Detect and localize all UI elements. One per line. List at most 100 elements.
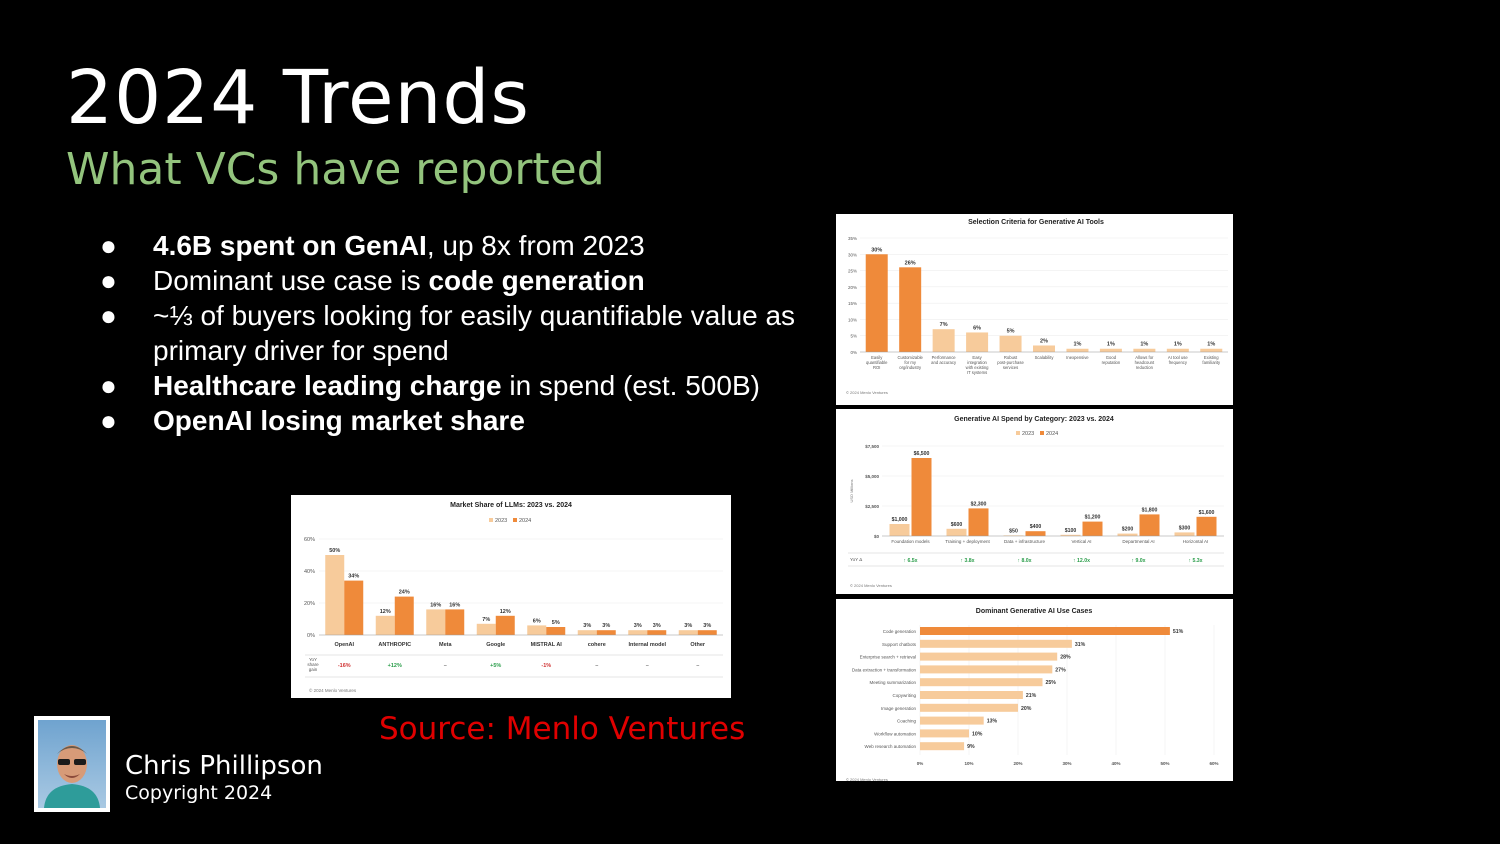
x-tick-label: post-purchase (997, 360, 1024, 365)
data-label: 1% (1073, 342, 1081, 348)
data-label: 2% (1040, 338, 1048, 344)
data-label: 24% (399, 590, 410, 596)
y-tick-label: 25% (848, 269, 857, 274)
data-label: $300 (1179, 525, 1191, 531)
author-name: Chris Phillipson (125, 751, 323, 781)
bar (968, 508, 989, 536)
data-label: 21% (1026, 693, 1037, 699)
x-tick-label: org/industry (899, 365, 922, 370)
bar (1133, 348, 1156, 352)
y-tick-label: 20% (848, 285, 857, 290)
chart-title: Dominant Generative AI Use Cases (976, 608, 1093, 615)
data-label: $1,200 (1085, 515, 1101, 521)
y-tick-label: Data extraction + transformation (852, 667, 917, 672)
x-tick-label: frequency (1169, 360, 1188, 365)
bar (325, 555, 345, 635)
data-label: 9% (967, 744, 975, 750)
data-label: 30% (871, 247, 882, 253)
bullet-bold: OpenAI losing market share (153, 405, 525, 436)
bar (920, 639, 1072, 648)
chart-footer: © 2024 Menlo Ventures (850, 583, 892, 588)
copyright-text: Copyright 2024 (125, 782, 273, 804)
bar (1117, 533, 1138, 536)
data-label: 3% (634, 623, 642, 629)
data-label: 31% (1075, 642, 1086, 648)
x-tick-label: integration (967, 360, 987, 365)
x-tick-label: Google (486, 642, 505, 648)
data-label: 3% (583, 623, 591, 629)
data-label: 25% (1046, 680, 1057, 686)
bullet-item: ● Healthcare leading charge in spend (est… (100, 368, 820, 403)
bar (628, 630, 648, 635)
chart-title: Market Share of LLMs: 2023 vs. 2024 (450, 502, 572, 509)
row-value: ↑ 12.0x (1073, 558, 1090, 564)
x-tick-label: quantifiable (866, 360, 888, 365)
x-tick-label: OpenAI (334, 642, 354, 648)
spend-by-category-chart: Generative AI Spend by Category: 2023 vs… (836, 409, 1233, 594)
row-value: – (444, 663, 447, 669)
selection-criteria-chart: Selection Criteria for Generative AI Too… (836, 214, 1233, 405)
bar (865, 254, 888, 352)
y-tick-label: 15% (848, 301, 857, 306)
data-label: 5% (1007, 329, 1015, 335)
y-tick-label: $0 (874, 534, 880, 539)
y-tick-label: Web research automation (865, 744, 917, 749)
bullet-text: in spend (est. 500B) (501, 370, 760, 401)
bar (1025, 531, 1046, 536)
data-label: 13% (987, 719, 998, 725)
spend-by-category-chart-svg: Generative AI Spend by Category: 2023 vs… (848, 416, 1224, 588)
bar (577, 630, 597, 635)
bullet-bold: 4.6B spent on GenAI (153, 230, 427, 261)
avatar-photo (38, 720, 106, 808)
data-label: $1,000 (892, 517, 908, 523)
use-cases-chart: Dominant Generative AI Use Cases 0% 10% 20%… (836, 599, 1233, 781)
source-citation: Source: Menlo Ventures (379, 711, 746, 747)
y-tick-label: 20% (304, 601, 315, 607)
y-tick-label: Meeting summarization (869, 680, 916, 685)
bullet-item: ● Dominant use case is code generation (100, 263, 820, 298)
x-tick-label: 60% (1209, 761, 1218, 766)
x-tick-label: ANTHROPIC (378, 642, 411, 648)
x-tick-label: Robust (1004, 355, 1018, 360)
bullet-item: ● ~⅓ of buyers looking for easily quantif… (100, 298, 820, 368)
bar (911, 458, 932, 536)
x-tick-label: and accuracy (931, 360, 957, 365)
data-label: $400 (1030, 524, 1042, 530)
selection-criteria-chart-svg: Selection Criteria for Generative AI Too… (846, 219, 1228, 395)
x-tick-label: Easily (871, 355, 883, 360)
y-tick-label: 10% (848, 317, 857, 322)
chart-footer: © 2024 Menlo Ventures (846, 777, 888, 781)
y-tick-label: $7,500 (865, 444, 879, 449)
data-label: 1% (1140, 342, 1148, 348)
bar (1166, 348, 1189, 352)
bullet-dot: ● (100, 300, 117, 331)
data-label: $50 (1009, 528, 1018, 534)
bar (1060, 534, 1081, 536)
x-tick-label: for my (904, 360, 917, 365)
y-tick-label: Code generation (883, 629, 917, 634)
bar (920, 627, 1170, 635)
bar (920, 729, 969, 738)
data-label: 20% (1021, 706, 1032, 712)
x-tick-label: MISTRAL AI (531, 642, 563, 648)
bullet-dot: ● (100, 230, 117, 261)
x-tick-label: Internal model (628, 642, 666, 648)
x-tick-label: Departmental AI (1122, 539, 1154, 544)
bullet-list: ● 4.6B spent on GenAI, up 8x from 2023 ● D… (100, 228, 820, 438)
bar (1196, 516, 1217, 536)
x-tick-label: Easy (972, 355, 982, 360)
y-tick-label: $5,000 (865, 474, 879, 479)
data-label: $1,600 (1199, 510, 1215, 516)
y-tick-label: Coaching (897, 719, 917, 724)
bar (647, 630, 667, 635)
bar (1082, 521, 1103, 536)
bullet-text: , up 8x from 2023 (426, 230, 645, 261)
row-value: +5% (490, 663, 501, 669)
bullet-bold: Healthcare leading charge (153, 370, 502, 401)
row-value: – (595, 663, 598, 669)
bar (966, 332, 989, 352)
row-value: -1% (541, 663, 551, 669)
bar (445, 609, 465, 635)
x-tick-label: with existing (966, 365, 989, 370)
x-tick-label: reduction (1136, 365, 1154, 370)
